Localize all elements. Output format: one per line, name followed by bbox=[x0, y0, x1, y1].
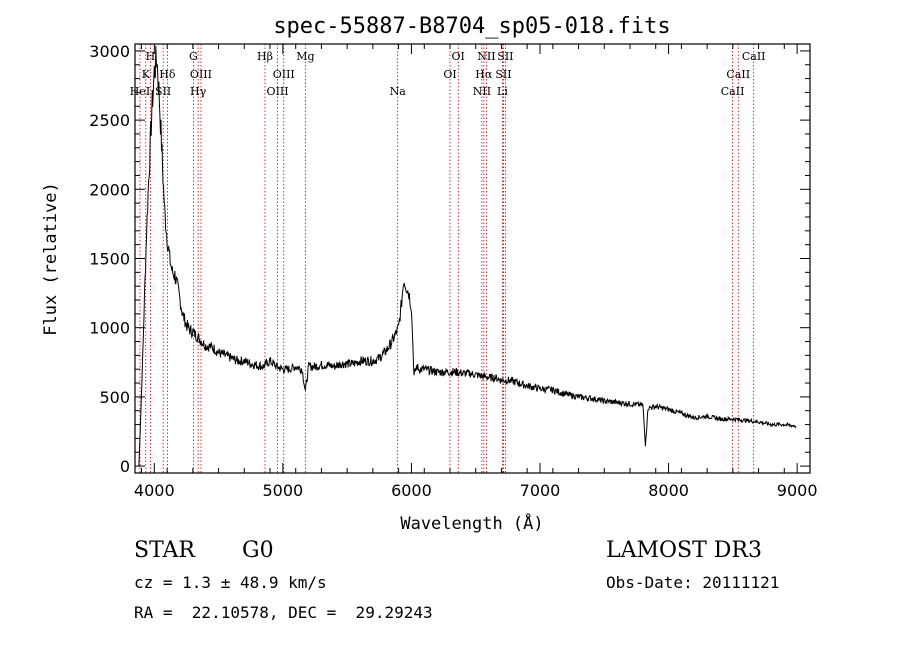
line-marker-label-9: OIII bbox=[273, 68, 295, 81]
line-marker-label-2: HeI bbox=[130, 85, 150, 98]
line-marker-label-0: H bbox=[146, 50, 156, 63]
x-tick-label-8000: 8000 bbox=[648, 481, 689, 500]
obs-date: Obs-Date: 20111121 bbox=[606, 573, 780, 592]
line-marker-label-17: NII bbox=[473, 85, 491, 98]
plot-frame bbox=[134, 43, 811, 474]
line-marker-label-4: Hδ bbox=[159, 68, 176, 81]
line-marker-label-3: SII bbox=[155, 85, 171, 98]
line-marker-label-20: Li bbox=[497, 85, 508, 98]
x-axis-ticks: 4000 5000 6000 7000 8000 9000 bbox=[134, 44, 818, 500]
line-marker-label-6: OIII bbox=[190, 68, 212, 81]
survey-name: LAMOST DR3 bbox=[606, 538, 762, 563]
line-marker-label-14: OI bbox=[443, 68, 456, 81]
x-tick-label-4000: 4000 bbox=[134, 481, 175, 500]
spectral-subclass: G0 bbox=[242, 538, 274, 563]
line-marker-label-19: SII bbox=[495, 68, 511, 81]
flux-series bbox=[138, 45, 797, 467]
object-class: STAR bbox=[134, 538, 195, 563]
line-marker-label-7: Hγ bbox=[190, 85, 207, 98]
x-tick-label-9000: 9000 bbox=[777, 481, 818, 500]
line-marker-label-8: Hβ bbox=[257, 50, 273, 63]
line-marker-label-22: CaII bbox=[726, 68, 750, 81]
line-marker-label-16: Hα bbox=[475, 68, 493, 81]
line-marker-label-11: Mg bbox=[296, 50, 314, 63]
x-tick-label-6000: 6000 bbox=[391, 481, 432, 500]
y-tick-label-1000: 1000 bbox=[89, 319, 130, 338]
x-axis-label: Wavelength (Å) bbox=[400, 512, 543, 534]
line-marker-label-23: CaII bbox=[721, 85, 745, 98]
chart-title: spec-55887-B8704_sp05-018.fits bbox=[273, 14, 670, 39]
line-marker-label-18: SII bbox=[497, 50, 513, 63]
line-marker-label-13: OI bbox=[452, 50, 465, 63]
y-tick-label-3000: 3000 bbox=[89, 42, 130, 61]
redshift-text: cz = 1.3 ± 48.9 km/s bbox=[134, 573, 327, 592]
line-marker-label-12: Na bbox=[390, 85, 407, 98]
line-marker-label-15: NII bbox=[477, 50, 495, 63]
flux-line bbox=[138, 45, 797, 467]
y-axis-ticks: 0 500 1000 1500 2000 2500 3000 bbox=[89, 42, 810, 476]
y-tick-label-500: 500 bbox=[99, 388, 130, 407]
y-tick-label-2000: 2000 bbox=[89, 180, 130, 199]
y-tick-label-2500: 2500 bbox=[89, 111, 130, 130]
x-tick-label-7000: 7000 bbox=[520, 481, 561, 500]
y-tick-label-1500: 1500 bbox=[89, 250, 130, 269]
line-marker-label-21: CaII bbox=[742, 50, 766, 63]
line-marker-label-5: G bbox=[189, 50, 198, 63]
y-axis-label: Flux (relative) bbox=[41, 182, 61, 336]
x-tick-label-5000: 5000 bbox=[262, 481, 303, 500]
line-marker-label-10: OIII bbox=[267, 85, 289, 98]
coordinates-text: RA = 22.10578, DEC = 29.29243 bbox=[134, 603, 433, 622]
y-tick-label-0: 0 bbox=[120, 457, 130, 476]
line-marker-label-1: K bbox=[142, 68, 151, 81]
